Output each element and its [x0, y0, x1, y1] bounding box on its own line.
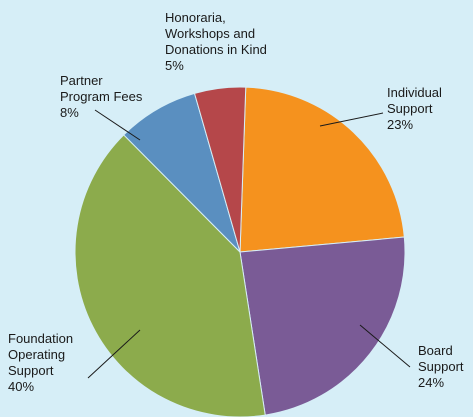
- leader-line-foundation-operating-support: [87, 329, 141, 379]
- slice-label-line: 5%: [165, 58, 184, 73]
- slice-label-foundation-operating-support: Foundation Operating Support 40%: [8, 331, 73, 394]
- slice-label-line: 23%: [387, 117, 413, 132]
- slice-label-line: Honoraria,: [165, 10, 226, 25]
- slice-label-line: Operating: [8, 347, 65, 362]
- slice-label-line: Support: [387, 101, 433, 116]
- pie-slice-board-support: [239, 236, 406, 416]
- pie-slice-individual-support: [239, 86, 405, 253]
- slice-label-line: Donations in Kind: [165, 42, 267, 57]
- slice-label-line: Foundation: [8, 331, 73, 346]
- leader-lines: [87, 109, 411, 379]
- leader-line-individual-support: [319, 112, 384, 127]
- slice-label-honoraria-workshops-and-donations-in-kind: Honoraria, Workshops and Donations in Kind…: [165, 10, 267, 73]
- slice-label-board-support: Board Support 24%: [418, 343, 464, 390]
- slice-label-line: 24%: [418, 375, 444, 390]
- slice-label-individual-support: Individual Support 23%: [387, 85, 442, 132]
- slice-label-line: 40%: [8, 379, 34, 394]
- slice-label-line: Support: [418, 359, 464, 374]
- pie-slices: [74, 86, 406, 417]
- slice-label-line: Workshops and: [165, 26, 255, 41]
- slice-label-line: 8%: [60, 105, 79, 120]
- slice-label-line: Support: [8, 363, 54, 378]
- leader-line-partner-program-fees: [94, 109, 141, 141]
- slice-label-line: Board: [418, 343, 453, 358]
- slice-label-line: Individual: [387, 85, 442, 100]
- slice-labels: Individual Support 23%Board Support 24%Found…: [8, 10, 464, 394]
- slice-label-line: Program Fees: [60, 89, 143, 104]
- leader-line-board-support: [359, 324, 411, 368]
- pie-slice-honoraria-workshops-and-donations-in-kind: [193, 86, 247, 253]
- slice-label-partner-program-fees: Partner Program Fees 8%: [60, 73, 143, 120]
- slice-label-line: Partner: [60, 73, 103, 88]
